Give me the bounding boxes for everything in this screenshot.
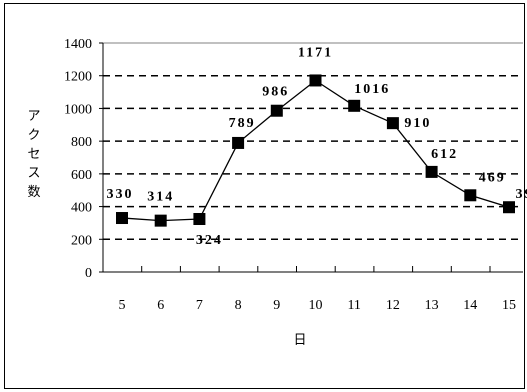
data-label-13: 612 [431, 147, 458, 162]
data-point-11 [348, 99, 361, 112]
data-point-12 [386, 117, 399, 130]
data-label-14: 469 [479, 170, 506, 185]
x-tick-group: 5 6 7 8 9 10 11 12 13 14 15 [102, 266, 516, 313]
data-label-10: 1171 [298, 45, 333, 60]
x-tick-label-15: 15 [502, 298, 516, 313]
data-point-13 [425, 165, 438, 178]
x-tick-label-7: 7 [196, 298, 203, 313]
x-tick-label-11: 11 [347, 298, 360, 313]
y-tick-label-600: 600 [71, 168, 92, 183]
data-point-8 [232, 136, 245, 149]
data-label-6: 314 [147, 190, 174, 205]
data-label-8: 789 [229, 116, 256, 131]
chart-frame [4, 3, 525, 389]
y-axis-label-char-4: 数 [27, 185, 40, 200]
data-point-10 [309, 74, 322, 87]
data-point-7 [193, 213, 206, 226]
data-point-9 [270, 104, 283, 117]
y-tick-group: 0 200 400 600 800 1000 1200 1400 [64, 37, 103, 281]
data-point-6 [154, 214, 167, 227]
x-tick-label-14: 14 [463, 298, 477, 313]
x-tick-label-5: 5 [119, 298, 126, 313]
y-axis-label-char-2: セ [27, 147, 40, 162]
y-tick-label-1400: 1400 [64, 37, 92, 52]
data-label-9: 986 [262, 85, 289, 100]
y-tick-label-0: 0 [85, 266, 92, 281]
x-tick-label-9: 9 [273, 298, 280, 313]
x-tick-label-13: 13 [425, 298, 439, 313]
y-tick-label-200: 200 [71, 233, 92, 248]
y-axis-label-char-0: ア [27, 109, 40, 124]
y-tick-label-800: 800 [71, 135, 92, 150]
y-tick-label-1000: 1000 [64, 102, 92, 117]
data-label-7: 324 [196, 233, 223, 248]
x-tick-label-8: 8 [235, 298, 242, 313]
y-tick-label-400: 400 [71, 201, 92, 216]
data-label-11: 1016 [354, 82, 390, 97]
x-tick-label-10: 10 [309, 298, 323, 313]
data-label-group: 330 314 324 789 986 1171 1016 910 612 469 396 [107, 45, 527, 248]
x-axis-label: 日 [293, 333, 306, 348]
data-label-15: 396 [516, 187, 527, 202]
marker-group [116, 74, 515, 227]
data-label-12: 910 [404, 116, 431, 131]
x-tick-label-6: 6 [157, 298, 164, 313]
data-label-5: 330 [107, 187, 134, 202]
x-tick-label-12: 12 [386, 298, 400, 313]
y-tick-label-1200: 1200 [64, 70, 92, 85]
y-axis-label-char-3: ス [27, 166, 40, 181]
y-axis-label-char-1: ク [27, 128, 40, 143]
data-point-15 [503, 201, 515, 214]
data-point-14 [464, 189, 477, 202]
data-point-5 [116, 212, 128, 225]
